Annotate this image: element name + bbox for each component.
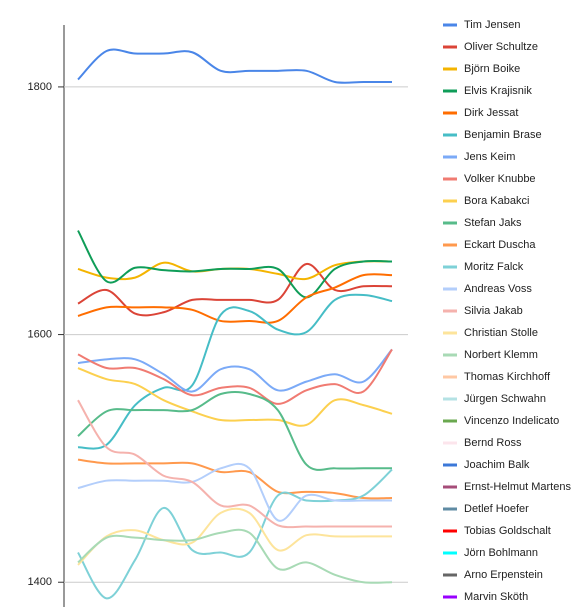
legend-label: Stefan Jaks	[464, 217, 522, 229]
legend-label: Ernst-Helmut Martens	[464, 481, 571, 493]
legend-label: Detlef Hoefer	[464, 503, 529, 515]
legend-label: Jörn Bohlmann	[464, 547, 538, 559]
legend-label: Dirk Jessat	[464, 107, 518, 119]
series-line	[77, 462, 392, 522]
series-line	[77, 528, 393, 584]
y-tick-label: 1400	[28, 576, 52, 588]
legend-label: Tobias Goldschalt	[464, 525, 551, 537]
legend-label: Marvin Sköth	[464, 591, 528, 603]
legend-label: Jürgen Schwahn	[464, 393, 546, 405]
legend-label: Benjamin Brase	[464, 129, 542, 141]
series-line	[77, 391, 392, 471]
series-line	[77, 367, 393, 427]
legend-label: Andreas Voss	[464, 283, 532, 295]
legend-label: Björn Boike	[464, 63, 520, 75]
legend-label: Vincenzo Indelicato	[464, 415, 559, 427]
series-line	[77, 273, 393, 324]
legend-label: Christian Stolle	[464, 327, 538, 339]
legend-label: Moritz Falck	[464, 261, 524, 273]
legend-label: Silvia Jakab	[464, 305, 523, 317]
series-line	[77, 348, 393, 393]
legend-label: Joachim Balk	[464, 459, 530, 471]
series-line	[77, 48, 392, 84]
y-tick-label: 1600	[28, 328, 52, 340]
legend-label: Eckart Duscha	[464, 239, 536, 251]
series-line	[77, 458, 393, 500]
legend-label: Thomas Kirchhoff	[464, 371, 551, 383]
series-line	[77, 230, 393, 299]
legend-label: Norbert Klemm	[464, 349, 538, 361]
series-line	[77, 348, 393, 405]
series-line	[77, 293, 393, 450]
legend-label: Volker Knubbe	[464, 173, 536, 185]
legend-label: Bora Kabakci	[464, 195, 529, 207]
legend-label: Elvis Krajisnik	[464, 85, 532, 97]
series-line	[77, 399, 392, 529]
series-line	[77, 507, 392, 566]
legend-label: Tim Jensen	[464, 19, 520, 31]
legend-label: Jens Keim	[464, 151, 515, 163]
legend-label: Bernd Ross	[464, 437, 522, 449]
series-line	[77, 262, 393, 317]
legend-label: Oliver Schultze	[464, 41, 538, 53]
legend-label: Arno Erpenstein	[464, 569, 543, 581]
y-tick-label: 1800	[28, 81, 52, 93]
